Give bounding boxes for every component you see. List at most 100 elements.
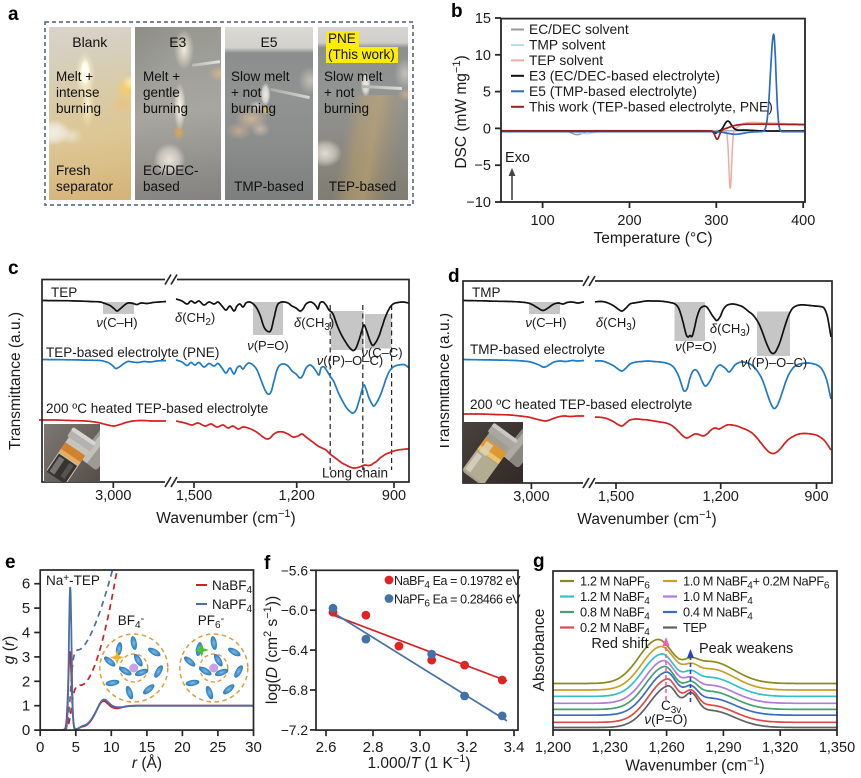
- svg-text:3,000: 3,000: [513, 489, 549, 505]
- svg-text:2.8: 2.8: [363, 739, 384, 756]
- svg-text:E5 (TMP-based electrolyte): E5 (TMP-based electrolyte): [529, 84, 697, 99]
- svg-text:20: 20: [174, 739, 191, 756]
- svg-text:0: 0: [36, 739, 44, 756]
- svg-text:1,500: 1,500: [598, 489, 634, 505]
- svg-text:1,290: 1,290: [705, 740, 741, 756]
- svg-text:ν(C–C): ν(C–C): [361, 345, 402, 360]
- svg-text:TEP-based electrolyte (PNE): TEP-based electrolyte (PNE): [46, 345, 219, 360]
- svg-text:δ(CH3): δ(CH3): [294, 315, 334, 333]
- svg-text:Na+-TEP: Na+-TEP: [46, 573, 100, 588]
- svg-text:Transmittance (a.u.): Transmittance (a.u.): [7, 312, 24, 450]
- svg-text:δ(CH2): δ(CH2): [175, 310, 215, 328]
- svg-text:30: 30: [245, 739, 262, 756]
- svg-text:5: 5: [22, 600, 30, 617]
- svg-text:Exo: Exo: [505, 150, 530, 166]
- svg-text:15: 15: [475, 11, 491, 27]
- svg-text:5: 5: [483, 85, 491, 101]
- svg-text:10: 10: [475, 48, 491, 64]
- svg-text:1: 1: [22, 698, 30, 715]
- svg-text:EC/DEC solvent: EC/DEC solvent: [529, 22, 629, 37]
- svg-text:ν((P)–O–C): ν((P)–O–C): [317, 353, 383, 368]
- svg-text:−10: −10: [466, 195, 491, 211]
- svg-text:TMP-based electrolyte: TMP-based electrolyte: [470, 342, 605, 357]
- svg-text:ν(P=O): ν(P=O): [675, 339, 717, 354]
- svg-text:25: 25: [210, 739, 227, 756]
- svg-text:1.2 M NaPF6: 1.2 M NaPF6: [580, 574, 650, 592]
- svg-text:300: 300: [704, 213, 728, 229]
- svg-text:900: 900: [382, 488, 406, 504]
- svg-text:TEP solvent: TEP solvent: [529, 53, 603, 68]
- svg-text:200 ºC heated TEP-based electr: 200 ºC heated TEP-based electrolyte: [46, 401, 268, 416]
- svg-text:5: 5: [72, 739, 80, 756]
- svg-text:ν(C–H): ν(C–H): [96, 315, 137, 330]
- svg-text:1.0 M NaBF4+ 0.2M NaPF6: 1.0 M NaBF4+ 0.2M NaPF6: [683, 574, 830, 592]
- svg-text:−6.8: −6.8: [281, 683, 309, 698]
- svg-text:10: 10: [103, 739, 120, 756]
- svg-text:ν((P)–O–C): ν((P)–O–C): [741, 355, 807, 370]
- svg-text:−6.0: −6.0: [281, 603, 309, 618]
- svg-text:TMP solvent: TMP solvent: [529, 38, 606, 53]
- svg-text:δ(CH3): δ(CH3): [596, 315, 636, 333]
- svg-text:3,000: 3,000: [95, 488, 131, 504]
- svg-text:200 ºC heated TEP-based electr: 200 ºC heated TEP-based electrolyte: [470, 397, 692, 412]
- svg-text:6: 6: [22, 576, 30, 593]
- svg-text:1.2 M NaBF4: 1.2 M NaBF4: [580, 589, 650, 607]
- svg-text:2: 2: [22, 673, 30, 690]
- svg-text:3.2: 3.2: [457, 739, 478, 756]
- svg-text:TEP: TEP: [51, 285, 77, 300]
- svg-text:NaPF6 Ea = 0.28466 eV: NaPF6 Ea = 0.28466 eV: [394, 593, 521, 610]
- svg-text:−5.6: −5.6: [281, 563, 309, 578]
- svg-text:ν(C–H): ν(C–H): [525, 315, 566, 330]
- svg-text:1.0 M NaBF4: 1.0 M NaBF4: [683, 589, 753, 607]
- svg-text:Wavenumber (cm−1): Wavenumber (cm−1): [625, 756, 764, 775]
- svg-text:NaBF4 Ea = 0.19782 eV: NaBF4 Ea = 0.19782 eV: [394, 574, 521, 591]
- svg-text:−5: −5: [474, 158, 491, 174]
- svg-text:4: 4: [22, 625, 30, 642]
- svg-text:Temperature (°C): Temperature (°C): [593, 230, 712, 247]
- svg-text:0.8 M NaBF4: 0.8 M NaBF4: [580, 605, 650, 623]
- svg-text:r (Å): r (Å): [132, 755, 162, 772]
- svg-text:Wavenumber (cm−1): Wavenumber (cm−1): [577, 509, 716, 528]
- svg-text:Wavenumber (cm−1): Wavenumber (cm−1): [156, 508, 295, 527]
- svg-text:900: 900: [804, 489, 828, 505]
- svg-text:ν(P=O): ν(P=O): [247, 338, 289, 353]
- svg-text:1,200: 1,200: [279, 488, 315, 504]
- svg-text:PF6-: PF6-: [198, 613, 225, 631]
- svg-text:This work (TEP-based electroly: This work (TEP-based electrolyte, PNE): [529, 100, 773, 115]
- svg-text:1.000/T (1 K−1): 1.000/T (1 K−1): [367, 753, 470, 772]
- svg-text:g (r): g (r): [1, 636, 18, 664]
- svg-text:3.4: 3.4: [504, 739, 525, 756]
- svg-text:15: 15: [139, 739, 156, 756]
- svg-text:ν(P=O): ν(P=O): [644, 712, 687, 727]
- svg-text:0: 0: [22, 722, 30, 739]
- svg-text:BF4-: BF4-: [118, 613, 145, 631]
- svg-text:1,200: 1,200: [703, 489, 739, 505]
- svg-text:NaPF4: NaPF4: [212, 597, 253, 615]
- svg-text:1,320: 1,320: [762, 740, 798, 756]
- svg-text:3.0: 3.0: [410, 739, 431, 756]
- svg-text:1,350: 1,350: [819, 740, 855, 756]
- svg-text:NaBF4: NaBF4: [212, 578, 253, 596]
- svg-text:Absorbance: Absorbance: [531, 609, 548, 692]
- svg-text:TEP: TEP: [683, 620, 707, 635]
- svg-text:400: 400: [791, 213, 815, 229]
- svg-text:3: 3: [22, 649, 30, 666]
- svg-text:0: 0: [483, 121, 491, 137]
- svg-text:Peak weakens: Peak weakens: [699, 641, 793, 657]
- svg-text:DSC (mW mg−1): DSC (mW mg−1): [451, 55, 470, 168]
- svg-text:Long chain: Long chain: [322, 466, 388, 481]
- svg-text:Red shift: Red shift: [591, 636, 648, 652]
- svg-text:2.6: 2.6: [316, 739, 337, 756]
- svg-text:log(D (cm2 s−1)): log(D (cm2 s−1)): [262, 596, 281, 704]
- svg-text:TMP: TMP: [472, 285, 501, 300]
- svg-text:0.2 M NaBF4: 0.2 M NaBF4: [580, 620, 650, 638]
- svg-text:Transmittance (a.u.): Transmittance (a.u.): [440, 313, 453, 451]
- svg-text:δ(CH3): δ(CH3): [710, 321, 750, 339]
- svg-text:200: 200: [617, 213, 641, 229]
- svg-text:−6.4: −6.4: [281, 643, 309, 658]
- svg-text:1,200: 1,200: [535, 740, 571, 756]
- svg-text:1,230: 1,230: [592, 740, 628, 756]
- svg-text:1,260: 1,260: [648, 740, 684, 756]
- svg-text:100: 100: [530, 213, 554, 229]
- svg-text:−7.2: −7.2: [281, 723, 308, 738]
